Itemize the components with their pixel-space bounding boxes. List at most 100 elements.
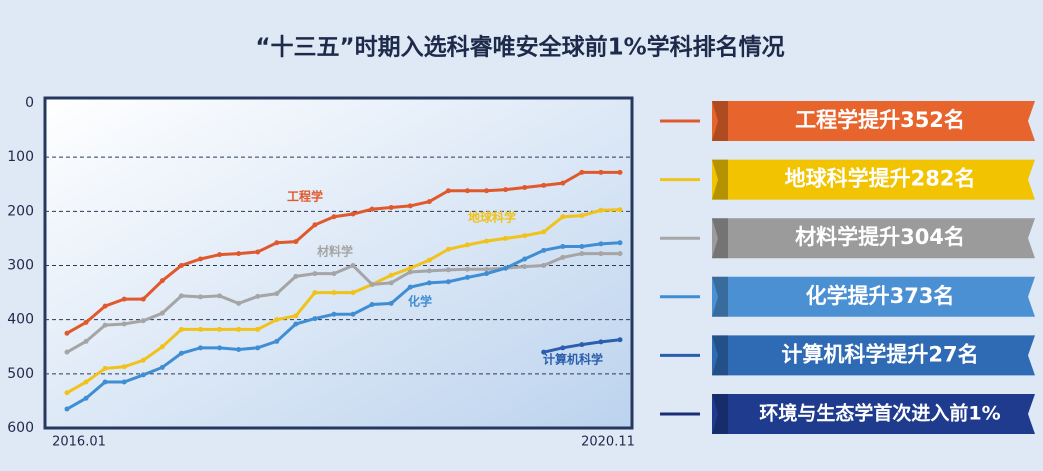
- series-label: 化学: [408, 294, 432, 309]
- point: [560, 214, 566, 220]
- legend-banner: [712, 394, 1035, 434]
- point: [312, 316, 318, 322]
- point: [522, 185, 528, 190]
- point: [140, 372, 146, 378]
- point: [503, 187, 509, 193]
- point: [255, 249, 261, 255]
- point: [445, 246, 451, 252]
- point: [541, 349, 547, 355]
- point: [293, 321, 299, 327]
- point: [312, 290, 318, 296]
- point: [121, 321, 127, 327]
- point: [350, 211, 356, 217]
- point: [541, 263, 547, 268]
- y-tick-label: 100: [7, 149, 34, 165]
- point: [522, 264, 528, 270]
- point: [579, 169, 585, 175]
- point: [178, 293, 184, 299]
- y-tick-label: 0: [25, 95, 34, 111]
- point: [407, 203, 413, 209]
- series-line: [66, 208, 621, 395]
- point: [388, 205, 394, 211]
- point: [350, 311, 356, 317]
- legend-banner: [712, 335, 1035, 376]
- legend-label: 材料学提升304名: [795, 225, 965, 249]
- point: [83, 379, 89, 385]
- point: [64, 406, 70, 412]
- y-tick-label: 500: [7, 366, 34, 382]
- point: [293, 239, 299, 245]
- point: [350, 263, 356, 268]
- y-tick-label: 400: [7, 312, 34, 328]
- point: [255, 345, 261, 351]
- point: [350, 290, 356, 296]
- point: [426, 280, 432, 286]
- point: [64, 349, 70, 355]
- legend-label: 计算机科学提升27名: [781, 342, 978, 366]
- point: [121, 296, 127, 302]
- point: [598, 251, 604, 257]
- point: [178, 263, 184, 268]
- point: [579, 251, 585, 257]
- point: [140, 296, 146, 302]
- point: [197, 256, 203, 262]
- series-label: 地球科学: [468, 210, 516, 225]
- point: [178, 350, 184, 356]
- point: [293, 313, 299, 319]
- point: [579, 342, 585, 348]
- point: [445, 267, 451, 273]
- point: [617, 169, 623, 175]
- point: [83, 319, 89, 325]
- legend-banner-tip: [712, 394, 728, 434]
- legend-banner-tip: [712, 218, 728, 259]
- point: [274, 317, 280, 323]
- point: [64, 330, 70, 336]
- point: [331, 271, 337, 277]
- point: [426, 257, 432, 263]
- series-label: 材料学: [316, 244, 353, 259]
- point: [274, 240, 280, 246]
- point: [617, 251, 623, 257]
- point: [121, 379, 127, 385]
- point: [217, 326, 223, 332]
- point: [560, 244, 566, 250]
- series-label: 工程学: [287, 189, 323, 204]
- point: [617, 207, 623, 213]
- point: [236, 251, 242, 257]
- point: [159, 278, 165, 284]
- legend-banner-tip: [712, 276, 728, 317]
- point: [102, 303, 108, 309]
- point: [197, 326, 203, 332]
- y-tick-label: 300: [7, 258, 34, 274]
- point: [197, 345, 203, 351]
- point: [617, 337, 623, 343]
- point: [274, 291, 280, 297]
- series-label: 计算机科学: [543, 352, 603, 367]
- point: [369, 281, 375, 287]
- legend-banner-tip: [712, 159, 728, 200]
- point: [464, 266, 470, 272]
- point: [484, 271, 490, 277]
- point: [83, 395, 89, 401]
- point: [331, 214, 337, 220]
- point: [503, 265, 509, 271]
- point: [598, 169, 604, 175]
- x-tick-label: 2020.11: [581, 435, 635, 450]
- point: [617, 240, 623, 246]
- point: [560, 254, 566, 260]
- legend-banner: [712, 159, 1035, 200]
- point: [197, 294, 203, 300]
- point: [159, 364, 165, 370]
- series-line: [66, 170, 620, 335]
- point: [217, 345, 223, 351]
- legend-label: 环境与生态学首次进入前1%: [759, 402, 1000, 425]
- series-line: [66, 241, 621, 411]
- point: [178, 326, 184, 332]
- series-line: [66, 252, 620, 354]
- chart-title: “十三五”时期入选科睿唯安全球前1%学科排名情况: [255, 34, 784, 61]
- point: [464, 188, 470, 194]
- point: [407, 284, 413, 290]
- point: [293, 273, 299, 279]
